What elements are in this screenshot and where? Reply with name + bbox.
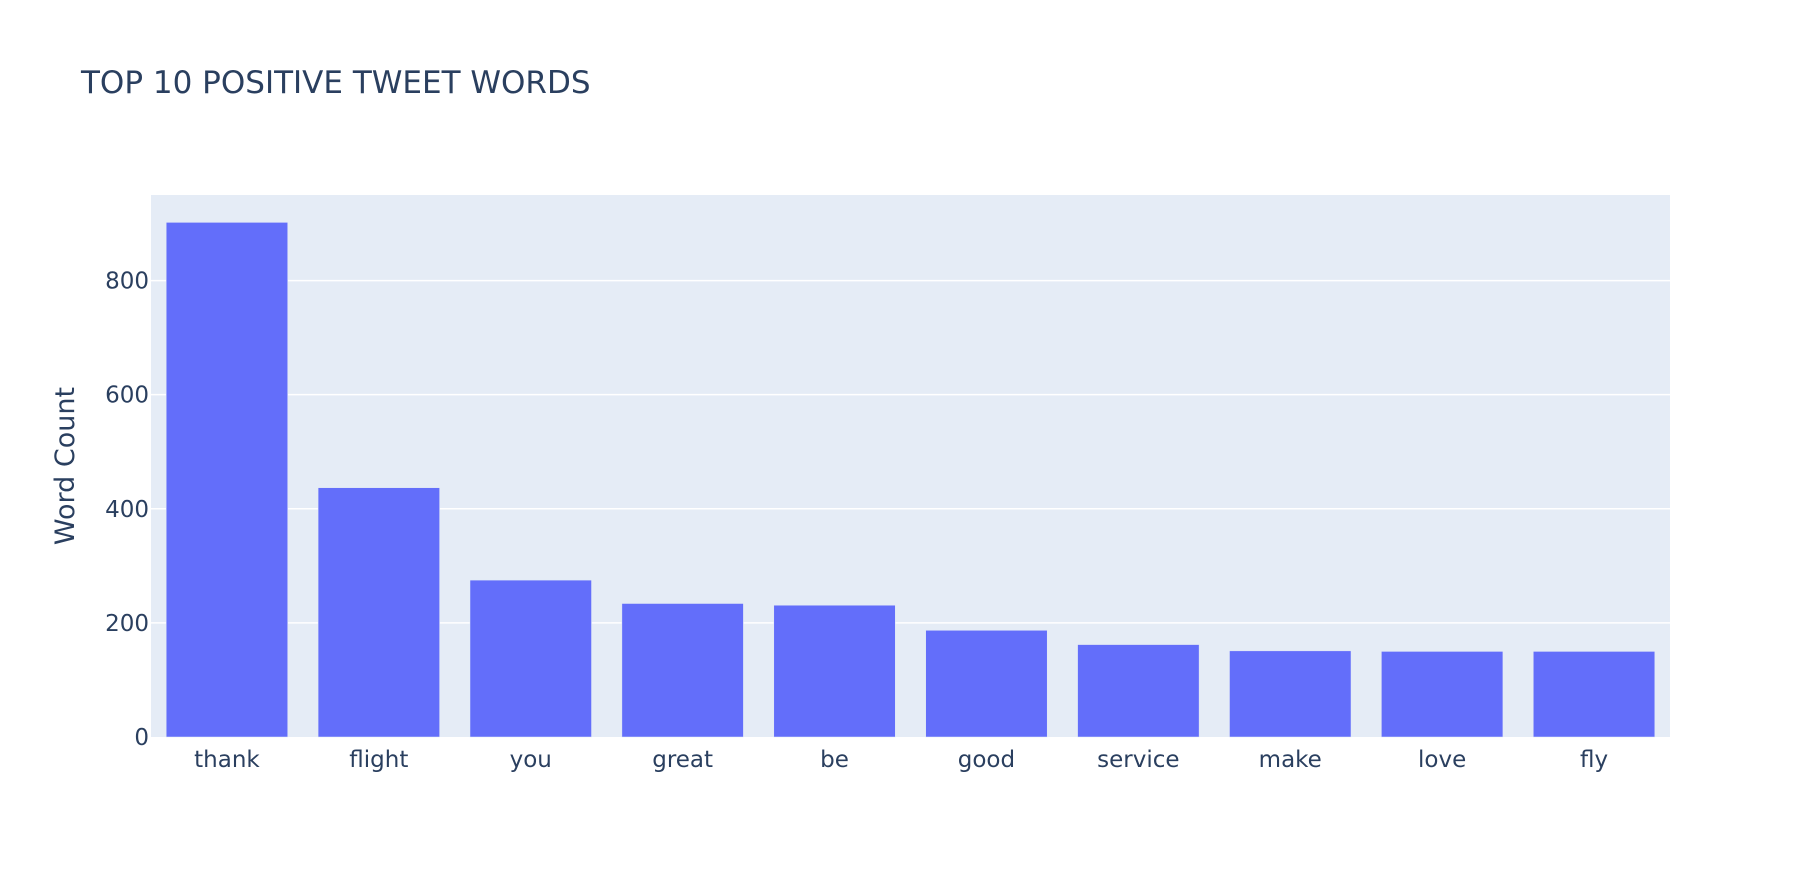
x-tick-label: thank bbox=[194, 747, 260, 773]
bars bbox=[165, 222, 1656, 738]
x-tick-label: make bbox=[1259, 747, 1322, 773]
bar-good[interactable] bbox=[925, 630, 1048, 738]
x-tick-label: be bbox=[820, 747, 849, 773]
x-tick-label: love bbox=[1418, 747, 1466, 773]
x-tick-label: good bbox=[958, 747, 1015, 773]
bar-service[interactable] bbox=[1077, 644, 1200, 738]
y-axis-ticks: 0 200 400 600 800 bbox=[105, 269, 149, 751]
bar-be[interactable] bbox=[773, 604, 896, 738]
bar-fly[interactable] bbox=[1533, 651, 1656, 738]
y-tick-label: 400 bbox=[105, 497, 149, 523]
bar-love[interactable] bbox=[1381, 651, 1504, 738]
bar-thank[interactable] bbox=[165, 222, 288, 738]
y-tick-label: 200 bbox=[105, 611, 149, 637]
x-tick-label: service bbox=[1097, 747, 1179, 773]
chart-title: TOP 10 POSITIVE TWEET WORDS bbox=[80, 65, 591, 101]
y-tick-label: 800 bbox=[105, 269, 149, 295]
x-tick-label: flight bbox=[349, 747, 408, 773]
bar-make[interactable] bbox=[1229, 650, 1352, 738]
x-tick-label: you bbox=[510, 747, 552, 773]
bar-flight[interactable] bbox=[317, 487, 440, 738]
x-tick-label: fly bbox=[1580, 747, 1608, 773]
y-axis-title: Word Count bbox=[50, 387, 81, 545]
bar-you[interactable] bbox=[469, 579, 592, 738]
bar-great[interactable] bbox=[621, 603, 744, 738]
y-tick-label: 600 bbox=[105, 383, 149, 409]
x-tick-label: great bbox=[652, 747, 713, 773]
x-axis-ticks: thank flight you great be good service make love… bbox=[194, 747, 1608, 773]
y-tick-label: 0 bbox=[134, 725, 149, 751]
